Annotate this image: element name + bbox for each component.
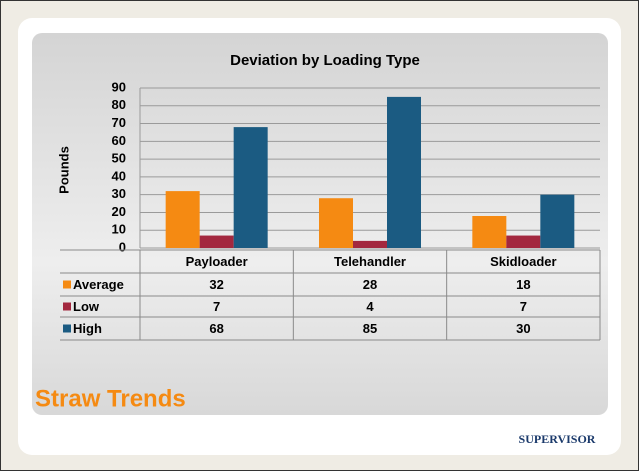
- y-tick-label: 10: [112, 222, 126, 237]
- legend-label: Low: [73, 299, 100, 314]
- legend-label: Average: [73, 277, 124, 292]
- y-tick-label: 0: [119, 239, 126, 254]
- bar: [319, 198, 353, 248]
- table-value: 7: [213, 299, 220, 314]
- bar: [233, 127, 268, 248]
- y-tick-label: 20: [112, 204, 126, 219]
- legend-swatch: [63, 324, 71, 333]
- table-value: 85: [363, 321, 377, 336]
- table-value: 30: [516, 321, 530, 336]
- y-tick-label: 90: [112, 79, 126, 94]
- table-value: 68: [209, 321, 223, 336]
- y-tick-label: 70: [112, 115, 126, 130]
- table-value: 32: [209, 277, 223, 292]
- y-tick-label: 40: [112, 168, 126, 183]
- legend-swatch: [63, 280, 71, 289]
- table-value: 18: [516, 277, 530, 292]
- bar: [540, 194, 575, 248]
- legend-swatch: [63, 302, 71, 311]
- legend-label: High: [73, 321, 102, 336]
- logo: SUPERVISOR: [519, 432, 596, 446]
- bar: [472, 216, 507, 248]
- y-tick-label: 80: [112, 97, 126, 112]
- bar: [199, 235, 234, 248]
- x-tick-label: Payloader: [186, 254, 248, 269]
- y-axis-label: Pounds: [56, 146, 71, 194]
- x-tick-label: Skidloader: [490, 254, 556, 269]
- bar: [353, 240, 387, 248]
- slide-title: Straw Trends: [35, 385, 186, 412]
- bar: [165, 191, 200, 248]
- table-value: 4: [366, 299, 374, 314]
- y-tick-label: 60: [112, 133, 126, 148]
- chart-title: Deviation by Loading Type: [230, 52, 420, 69]
- bar: [387, 96, 421, 248]
- table-value: 28: [363, 277, 377, 292]
- bar: [506, 235, 541, 248]
- x-tick-label: Telehandler: [334, 254, 406, 269]
- y-tick-label: 30: [112, 186, 126, 201]
- y-tick-label: 50: [112, 151, 126, 166]
- table-value: 7: [520, 299, 527, 314]
